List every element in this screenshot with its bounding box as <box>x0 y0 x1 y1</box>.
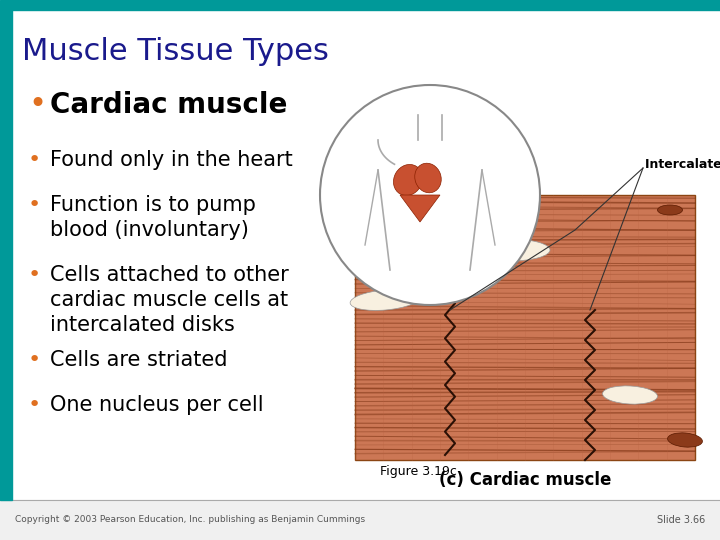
Text: Cardiac muscle: Cardiac muscle <box>50 91 287 119</box>
Ellipse shape <box>350 289 420 310</box>
Text: Slide 3.66: Slide 3.66 <box>657 515 705 525</box>
Ellipse shape <box>393 165 423 195</box>
Text: Found only in the heart: Found only in the heart <box>50 150 293 170</box>
Text: Function is to pump
blood (involuntary): Function is to pump blood (involuntary) <box>50 195 256 240</box>
Bar <box>0 10 12 500</box>
Text: Muscle Tissue Types: Muscle Tissue Types <box>22 37 329 66</box>
Text: Copyright © 2003 Pearson Education, Inc. publishing as Benjamin Cummings: Copyright © 2003 Pearson Education, Inc.… <box>15 516 365 524</box>
Text: Cells are striated: Cells are striated <box>50 350 228 370</box>
Ellipse shape <box>603 386 657 404</box>
Bar <box>0 500 720 540</box>
Text: •: • <box>28 150 41 170</box>
Text: One nucleus per cell: One nucleus per cell <box>50 395 264 415</box>
Ellipse shape <box>470 239 550 261</box>
Text: Intercalated disks: Intercalated disks <box>645 159 720 172</box>
Text: (c) Cardiac muscle: (c) Cardiac muscle <box>438 471 611 489</box>
Text: •: • <box>28 195 41 215</box>
Ellipse shape <box>415 163 441 193</box>
Bar <box>355 195 695 460</box>
Polygon shape <box>400 195 440 222</box>
Ellipse shape <box>667 433 703 447</box>
Ellipse shape <box>405 209 435 221</box>
Circle shape <box>320 85 540 305</box>
Bar <box>0 0 720 10</box>
Text: •: • <box>28 350 41 370</box>
Text: Figure 3.19c: Figure 3.19c <box>380 465 457 478</box>
Text: •: • <box>28 265 41 285</box>
Text: •: • <box>28 395 41 415</box>
Text: Cells attached to other
cardiac muscle cells at
intercalated disks: Cells attached to other cardiac muscle c… <box>50 265 289 335</box>
Text: •: • <box>28 91 46 119</box>
Ellipse shape <box>657 205 683 215</box>
